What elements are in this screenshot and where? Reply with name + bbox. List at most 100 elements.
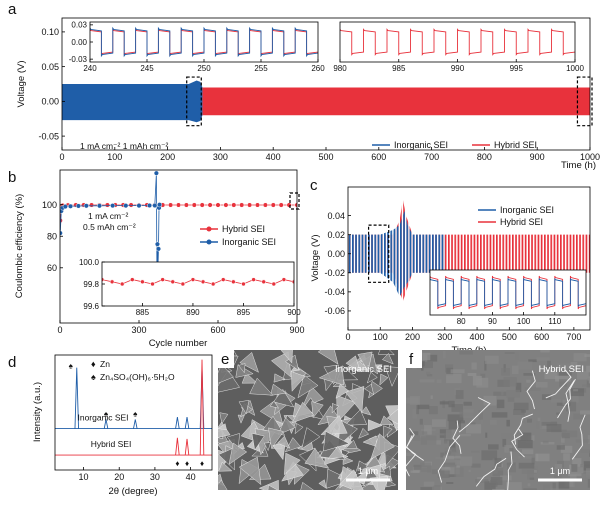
sem-grain xyxy=(541,421,558,426)
x-tick-label: 0 xyxy=(59,152,64,162)
sem-flake xyxy=(336,394,357,424)
sem-grain xyxy=(465,424,482,434)
ce-point xyxy=(190,277,196,282)
ce-point xyxy=(183,202,189,208)
ce-point xyxy=(160,277,165,282)
sem-flake xyxy=(239,352,259,373)
sem-flake xyxy=(367,419,383,432)
ce-point xyxy=(207,202,213,208)
x-tick-label: 1000 xyxy=(580,152,600,162)
sem-grain xyxy=(416,405,420,415)
sem-grain xyxy=(424,425,432,435)
legend-marker xyxy=(206,239,212,245)
sem-grain xyxy=(542,440,549,444)
sem-flake xyxy=(342,456,354,465)
sem-grain xyxy=(587,479,590,488)
sem-grain xyxy=(412,435,421,441)
sem-grain xyxy=(585,474,590,482)
sem-grain xyxy=(448,400,455,408)
sem-flake xyxy=(270,383,287,396)
ce-point xyxy=(278,202,284,208)
annotation: 0.5 mAh cm⁻² xyxy=(83,222,136,232)
x-axis-label: Time (h) xyxy=(561,160,596,171)
sem-grain xyxy=(515,382,522,393)
series-label: Hybrid SEI xyxy=(91,439,132,449)
plot-data xyxy=(340,28,575,56)
x-tick-label: 1000 xyxy=(566,64,584,73)
sem-grain xyxy=(563,453,570,461)
ce-point xyxy=(130,277,135,282)
sem-grain xyxy=(440,452,445,459)
sem-grain xyxy=(431,469,437,475)
y-axis-label: Coulombic efficiency (%) xyxy=(14,194,25,298)
sem-grain xyxy=(421,431,428,435)
y-tick-label: 0.04 xyxy=(327,211,345,221)
legend-label: Hybrid SEI xyxy=(222,224,265,234)
series-label: Inorganic SEI xyxy=(77,413,128,423)
voltage-trace xyxy=(90,26,318,58)
sem-grain xyxy=(556,445,565,450)
y-tick-label: -0.04 xyxy=(324,287,345,297)
x-tick-label: 300 xyxy=(131,325,146,335)
sem-grain xyxy=(507,397,515,402)
ce-point xyxy=(281,277,287,282)
x-tick-label: 890 xyxy=(186,308,200,317)
sem-grain xyxy=(517,440,533,449)
sem-flake xyxy=(268,427,284,450)
sem-flake xyxy=(284,437,302,453)
sem-flake xyxy=(326,468,352,489)
sem-flake xyxy=(273,373,286,383)
sem-grain xyxy=(455,460,461,465)
sem-grain xyxy=(583,461,590,471)
sem-grain xyxy=(511,365,519,375)
sem-grain xyxy=(554,475,562,481)
plot-data xyxy=(60,170,297,276)
sem-flake xyxy=(320,414,348,435)
sem-flake xyxy=(344,439,358,450)
sem-crack xyxy=(507,451,513,490)
sem-grain xyxy=(459,434,471,437)
sem-grain xyxy=(552,482,556,490)
sem-grain xyxy=(555,378,560,389)
sem-grain xyxy=(501,390,504,396)
sem-grain xyxy=(543,484,551,490)
sem-grain xyxy=(513,408,525,416)
ce-point xyxy=(136,203,142,209)
ce-point xyxy=(67,203,74,209)
sem-grain xyxy=(493,391,507,396)
sem-flake xyxy=(277,435,291,449)
sem-grain xyxy=(504,444,513,453)
ce-point xyxy=(286,202,292,208)
plot-data xyxy=(90,26,318,58)
sem-flake xyxy=(384,366,398,387)
sem-grain xyxy=(459,408,464,418)
sem-grain xyxy=(520,432,532,441)
sem-grain xyxy=(547,360,551,370)
sem-flake xyxy=(218,479,228,490)
x-tick-label: 10 xyxy=(79,472,89,482)
sem-grain xyxy=(567,473,582,477)
x-tick-label: 20 xyxy=(114,472,124,482)
sem-image xyxy=(406,350,590,490)
plot-frame xyxy=(59,169,298,324)
sem-flake xyxy=(251,432,265,451)
y-tick-label: 0.03 xyxy=(71,21,87,30)
sem-grain xyxy=(521,409,526,413)
phase-marker: ♠ xyxy=(104,409,109,418)
sem-flake xyxy=(362,435,378,447)
x-tick-label: 885 xyxy=(136,308,150,317)
zoom-box xyxy=(576,76,593,127)
sem-grain xyxy=(506,419,510,427)
sem-grain xyxy=(420,435,437,445)
sem-grain xyxy=(430,395,433,400)
sem-flake xyxy=(218,364,234,384)
ce-point xyxy=(152,202,158,209)
sem-crack xyxy=(545,369,572,399)
sem-grain xyxy=(536,421,543,429)
ce-point xyxy=(140,279,145,285)
x-tick-label: 80 xyxy=(457,317,466,326)
plot-data xyxy=(55,359,212,456)
plot-frame xyxy=(429,269,587,316)
sem-grain xyxy=(420,462,432,473)
sem-grain xyxy=(433,485,441,490)
